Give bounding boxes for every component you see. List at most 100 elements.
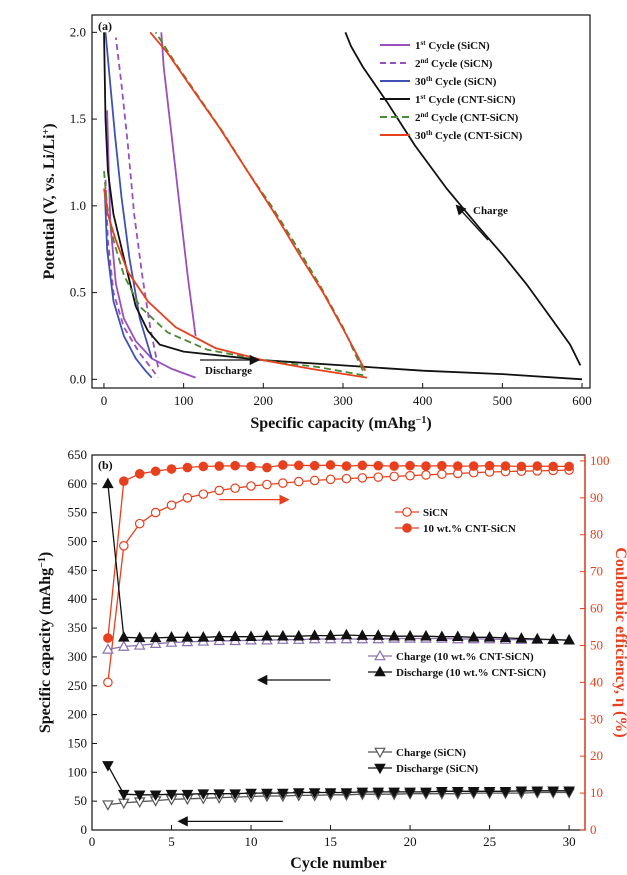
- data-point-b-3: [197, 631, 210, 642]
- data-point-b-1: [341, 461, 352, 471]
- data-point-b-0: [373, 472, 384, 482]
- data-point-b-3: [356, 629, 369, 640]
- y-tick-label-a: 2.0: [70, 24, 86, 39]
- data-point-b-0: [182, 493, 193, 503]
- data-point-b-3: [229, 630, 241, 642]
- data-point-b-2: [165, 636, 178, 647]
- legend-label-a: 30th Cycle (SiCN): [415, 75, 497, 88]
- y-tick-label-b: 350: [68, 620, 88, 635]
- x-tick-label-b: 30: [563, 834, 576, 849]
- data-point-b-5: [340, 788, 353, 799]
- x-tick-label-b: 10: [245, 834, 258, 849]
- legend-label-a-number: 1: [415, 94, 421, 106]
- x-axis-title-b: Cycle number: [290, 855, 386, 872]
- data-point-b-1: [357, 460, 368, 471]
- y-tick-label-b: 0: [81, 822, 88, 837]
- data-point-b-3: [261, 629, 273, 641]
- data-point-b-0: [103, 677, 113, 688]
- data-point-b-3: [181, 631, 194, 642]
- data-point-b-3: [436, 630, 448, 642]
- data-point-b-3: [451, 630, 464, 642]
- legend-label-a-rest: Cycle (SiCN): [426, 40, 490, 52]
- data-point-b-0: [166, 500, 177, 510]
- legend-marker-b: [374, 763, 386, 775]
- data-point-b-1: [325, 460, 336, 470]
- data-point-b-1: [246, 461, 256, 472]
- data-point-b-0: [341, 473, 352, 484]
- data-point-b-5: [388, 787, 400, 799]
- series-line-a-1-discharge: [104, 179, 159, 379]
- series-line-a-5-discharge: [103, 188, 368, 379]
- data-point-b-1: [166, 464, 177, 474]
- data-point-b-0: [278, 478, 288, 488]
- data-point-b-3: [213, 630, 226, 642]
- y-tick-label-b: 200: [68, 707, 88, 722]
- data-point-b-3: [149, 631, 162, 643]
- y2-tick-label-b: 90: [590, 490, 603, 505]
- y-tick-label-b: 400: [68, 591, 88, 606]
- data-point-b-5: [324, 788, 337, 799]
- y-tick-label-b: 50: [74, 793, 87, 808]
- discharge-label: Discharge: [205, 365, 252, 377]
- data-point-b-2: [149, 637, 162, 648]
- data-point-b-3: [420, 629, 432, 641]
- data-point-b-0: [309, 475, 320, 486]
- x-tick-label-a: 500: [493, 393, 513, 408]
- data-point-b-0: [437, 469, 447, 479]
- legend-label-a-rest: Cycle (SiCN): [432, 76, 496, 88]
- data-point-b-5: [451, 787, 464, 798]
- data-point-b-5: [197, 789, 210, 800]
- data-point-b-5: [420, 787, 432, 799]
- y-tick-label-b: 100: [68, 764, 88, 779]
- data-point-b-3: [324, 629, 337, 640]
- x-tick-label-a: 600: [572, 393, 592, 408]
- y-tick-label-a: 0.5: [70, 285, 86, 300]
- data-point-b-3: [133, 631, 146, 643]
- y-tick-label-b: 250: [68, 678, 88, 693]
- x-tick-label-b: 5: [168, 834, 175, 849]
- x-axis-title-a: Specific capacity (mAhg−1): [250, 415, 431, 433]
- axis-ticks-a: 0 100 200 300 400 500 600 0.0 0.5 1.0 1.5 2.0: [70, 24, 592, 408]
- series-line-b-3: [107, 483, 570, 641]
- legend-marker-b: [374, 649, 386, 661]
- y2-tick-label-b: 80: [590, 527, 603, 542]
- legend-marker-b: [374, 665, 386, 677]
- legend-label-a-suffix: st: [421, 39, 427, 47]
- x-tick-label-b: 15: [324, 834, 337, 849]
- data-point-b-0: [119, 540, 129, 551]
- data-point-b-5: [483, 787, 496, 798]
- data-point-b-5: [531, 786, 544, 798]
- data-point-b-5: [372, 787, 385, 799]
- x-tick-label-a: 0: [101, 393, 108, 408]
- y-tick-label-b: 150: [68, 735, 88, 750]
- data-point-b-5: [356, 787, 369, 799]
- data-point-b-1: [262, 462, 272, 473]
- legend-b: SiCN 10 wt.% CNT-SiCN Charge (10 wt.% CNT-…: [368, 507, 546, 775]
- data-point-b-1: [293, 460, 304, 471]
- data-point-b-1: [373, 460, 384, 471]
- legend-label-b: 10 wt.% CNT-SiCN: [423, 523, 516, 535]
- data-point-b-0: [198, 489, 209, 499]
- data-point-b-1: [532, 461, 543, 471]
- legend-label-a-number: 30: [415, 130, 427, 142]
- data-point-b-3: [245, 630, 257, 642]
- data-point-b-0: [405, 470, 415, 481]
- data-point-b-1: [437, 460, 447, 471]
- charge-arrow: [455, 204, 489, 241]
- data-point-b-1: [278, 460, 288, 470]
- data-point-b-5: [181, 789, 194, 801]
- legend-marker-b: [402, 507, 412, 517]
- series-line-b-5: [107, 765, 570, 796]
- legend-marker-b: [402, 523, 412, 533]
- legend-label-b: Discharge (10 wt.% CNT-SiCN): [396, 667, 546, 679]
- data-point-b-1: [309, 460, 320, 471]
- plot-frame-a: [91, 14, 591, 389]
- data-point-b-3: [102, 477, 114, 489]
- data-point-b-5: [563, 786, 575, 798]
- y2-axis-title-b: Coulombic efficiency, η (%): [612, 547, 627, 737]
- y-tick-label-b: 300: [68, 649, 88, 664]
- data-point-b-5: [149, 790, 162, 802]
- data-point-b-4: [102, 800, 114, 811]
- legend-label-b: Charge (10 wt.% CNT-SiCN): [396, 651, 534, 663]
- data-point-b-0: [230, 483, 240, 494]
